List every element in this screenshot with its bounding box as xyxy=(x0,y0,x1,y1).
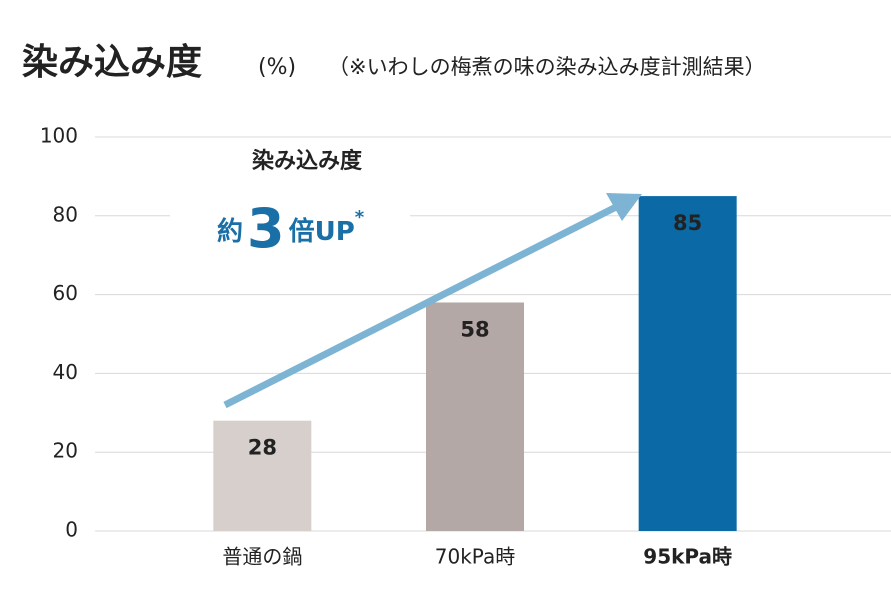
x-tick-label: 95kPa時 xyxy=(643,545,732,569)
y-tick-label: 60 xyxy=(53,281,78,305)
bar xyxy=(426,302,524,531)
annotation-backdrop xyxy=(170,140,410,270)
value-label: 58 xyxy=(460,317,489,341)
annotation-prefix: 約 xyxy=(217,216,243,247)
y-tick-label: 0 xyxy=(65,518,78,542)
y-tick-label: 100 xyxy=(40,124,78,148)
subtitle: （※いわしの梅煮の味の染み込み度計測結果） xyxy=(328,55,766,79)
value-label: 28 xyxy=(248,436,277,460)
unit: (%) xyxy=(258,55,296,80)
y-tick-label: 80 xyxy=(53,202,78,226)
y-tick-label: 20 xyxy=(53,439,78,463)
x-tick-label: 70kPa時 xyxy=(435,545,515,569)
bar xyxy=(213,420,312,531)
x-tick-label: 普通の鍋 xyxy=(222,545,302,569)
annotation-suffix: 倍UP xyxy=(289,216,355,247)
bar xyxy=(638,196,737,531)
arrow-shaft xyxy=(223,201,622,409)
value-label: 85 xyxy=(673,211,702,235)
annotation-number: 3 xyxy=(247,197,285,260)
chart-title: 染み込み度 xyxy=(22,42,202,83)
annotation-mark: * xyxy=(355,207,365,228)
annotation-line2: 約3 倍UP* xyxy=(217,197,365,260)
annotation-line1: 染み込み度 xyxy=(252,148,363,174)
arrow-head xyxy=(606,193,642,221)
y-tick-label: 40 xyxy=(53,360,78,384)
